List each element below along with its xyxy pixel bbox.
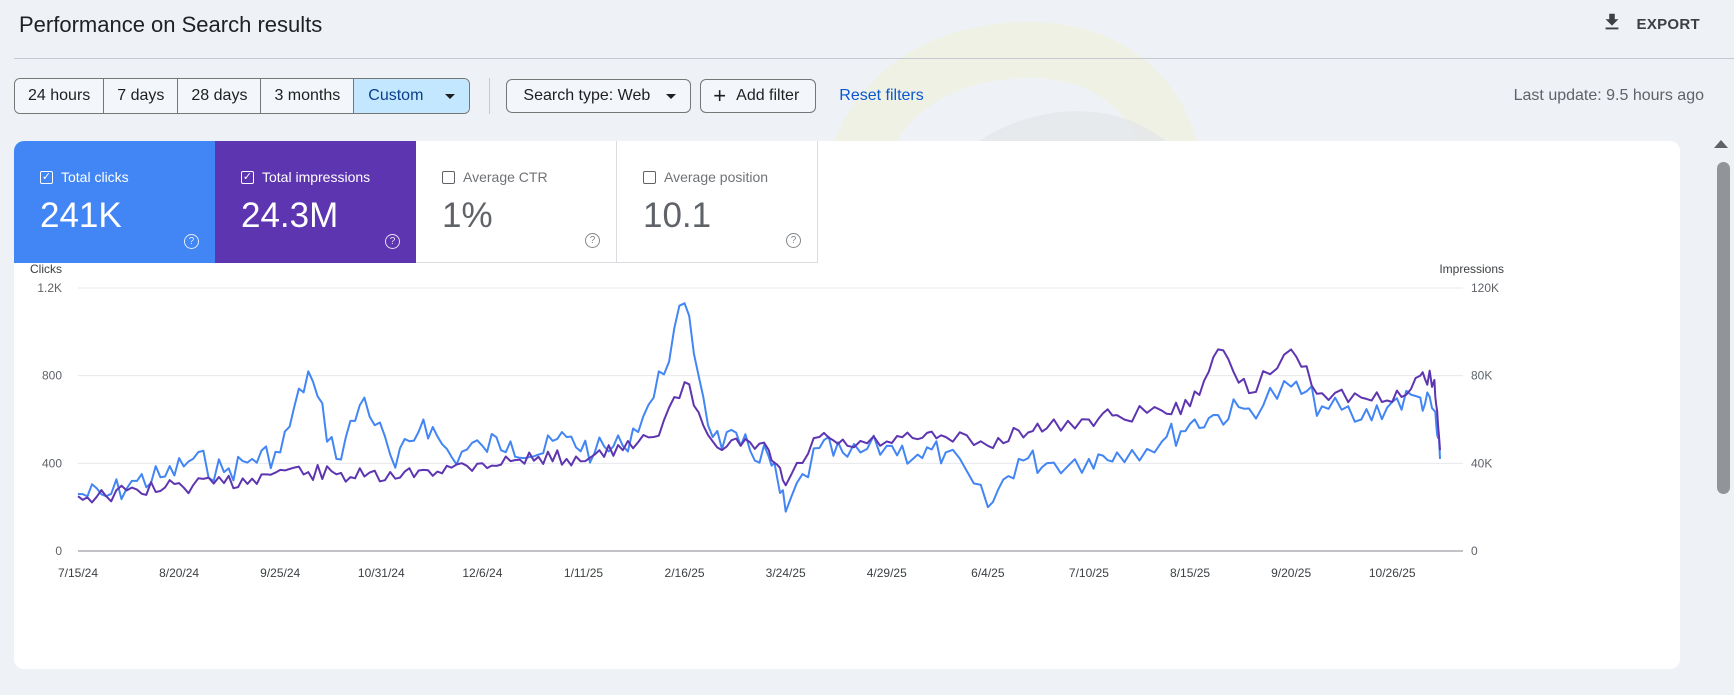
date-range-label: 28 days (191, 87, 248, 104)
date-range-label: 24 hours (28, 87, 91, 104)
date-range-label: 3 months (274, 87, 341, 104)
metric-value: 24.3M (241, 196, 339, 235)
x-tick-label: 2/16/25 (665, 566, 705, 580)
help-icon[interactable]: ? (585, 233, 600, 248)
x-tick-label: 10/26/25 (1369, 566, 1416, 580)
date-range-label: Custom (368, 87, 424, 104)
date-range-24h[interactable]: 24 hours (15, 79, 105, 113)
checkbox-checked-icon[interactable]: ✓ (40, 170, 53, 184)
x-tick-label: 8/20/24 (159, 566, 199, 580)
y-right-axis-label: Impressions (1439, 263, 1504, 276)
metric-label: Average CTR (463, 169, 548, 185)
metric-value: 241K (40, 196, 122, 235)
help-icon[interactable]: ? (385, 234, 400, 249)
scroll-up-arrow-icon[interactable] (1714, 140, 1728, 148)
x-tick-label: 8/15/25 (1170, 566, 1210, 580)
metric-average-position[interactable]: Average position 10.1 ? (617, 141, 818, 263)
dropdown-arrow-icon (445, 93, 456, 99)
date-range-28d[interactable]: 28 days (178, 79, 262, 113)
y-left-tick-label: 0 (55, 544, 62, 558)
plus-icon: + (713, 83, 727, 108)
performance-card: ✓ Total clicks 241K ? ✓ Total impressions … (14, 141, 1680, 669)
y-right-tick-label: 80K (1471, 369, 1492, 383)
metric-average-ctr[interactable]: Average CTR 1% ? (416, 141, 617, 263)
clicks-series-line (77, 302, 1441, 513)
x-tick-label: 1/11/25 (564, 566, 603, 580)
download-icon (1601, 11, 1623, 37)
metric-label: Total impressions (262, 169, 371, 185)
x-tick-label: 9/20/25 (1271, 566, 1311, 580)
x-tick-label: 6/4/25 (971, 566, 1005, 580)
add-filter-button[interactable]: + Add filter (700, 79, 817, 113)
date-range-selector: 24 hours 7 days 28 days 3 months Custom (14, 78, 471, 114)
y-left-axis-label: Clicks (30, 263, 62, 276)
x-tick-label: 3/24/25 (766, 566, 806, 580)
metric-value: 1% (442, 196, 493, 235)
search-type-dropdown[interactable]: Search type: Web (506, 79, 692, 113)
help-icon[interactable]: ? (786, 233, 801, 248)
y-right-tick-label: 120K (1471, 281, 1499, 295)
x-tick-label: 12/6/24 (462, 566, 502, 580)
metric-label: Total clicks (61, 169, 129, 185)
y-right-tick-label: 40K (1471, 456, 1492, 470)
checkbox-unchecked-icon[interactable] (442, 170, 455, 184)
filter-bar: 24 hours 7 days 28 days 3 months Custom … (14, 78, 1714, 114)
export-label: EXPORT (1636, 15, 1700, 33)
header-divider (14, 58, 1734, 59)
date-range-7d[interactable]: 7 days (104, 79, 179, 113)
x-tick-label: 7/15/24 (58, 566, 98, 580)
metric-label: Average position (664, 169, 769, 185)
x-tick-label: 9/25/24 (260, 566, 300, 580)
x-tick-label: 10/31/24 (358, 566, 405, 580)
y-right-tick-label: 0 (1471, 544, 1478, 558)
x-tick-label: 4/29/25 (867, 566, 907, 580)
date-range-label: 7 days (117, 87, 165, 104)
add-filter-label: Add filter (736, 87, 800, 104)
page-title: Performance on Search results (19, 12, 323, 37)
dropdown-arrow-icon (666, 93, 677, 99)
scrollbar-thumb[interactable] (1717, 162, 1730, 494)
date-range-3m[interactable]: 3 months (261, 79, 355, 113)
y-left-tick-label: 800 (42, 369, 62, 383)
performance-chart: 0 0 400 40K 800 80K 1.2K 120K Clicks Impressions 7… (30, 263, 1504, 580)
help-icon[interactable]: ? (184, 234, 199, 249)
export-button[interactable]: EXPORT (1601, 8, 1700, 40)
y-left-tick-label: 1.2K (37, 281, 62, 295)
search-type-label: Search type: Web (523, 87, 651, 104)
date-range-custom[interactable]: Custom (354, 79, 470, 113)
y-left-tick-label: 400 (42, 456, 62, 470)
checkbox-checked-icon[interactable]: ✓ (241, 170, 254, 184)
metric-total-clicks[interactable]: ✓ Total clicks 241K ? (14, 141, 215, 263)
metric-value: 10.1 (643, 196, 712, 235)
checkbox-unchecked-icon[interactable] (643, 170, 656, 184)
last-update-text: Last update: 9.5 hours ago (1513, 87, 1704, 104)
metric-total-impressions[interactable]: ✓ Total impressions 24.3M ? (215, 141, 416, 263)
x-tick-label: 7/10/25 (1069, 566, 1109, 580)
impressions-series-line (77, 348, 1441, 504)
filter-separator (489, 78, 491, 114)
reset-filters-link[interactable]: Reset filters (839, 87, 924, 104)
